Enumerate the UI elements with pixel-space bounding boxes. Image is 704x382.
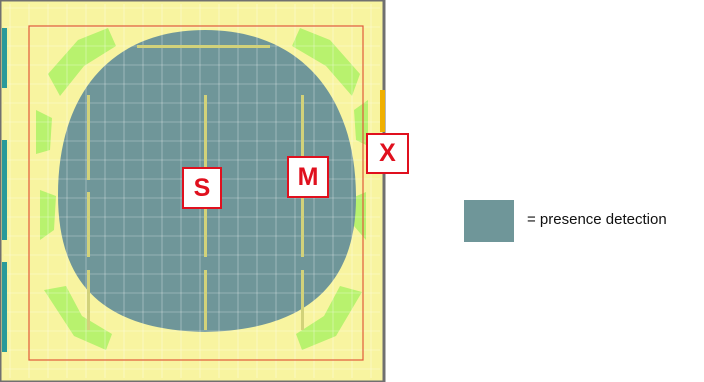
legend-label: = presence detection xyxy=(527,211,667,228)
sensor-marker-x: X xyxy=(366,133,409,174)
light-fixtures xyxy=(87,45,304,330)
wall-accents xyxy=(2,28,385,352)
boundary-line xyxy=(28,25,364,361)
sensor-marker-m: M xyxy=(287,156,329,198)
legend-swatch xyxy=(464,200,514,242)
sensor-marker-s: S xyxy=(182,167,222,209)
